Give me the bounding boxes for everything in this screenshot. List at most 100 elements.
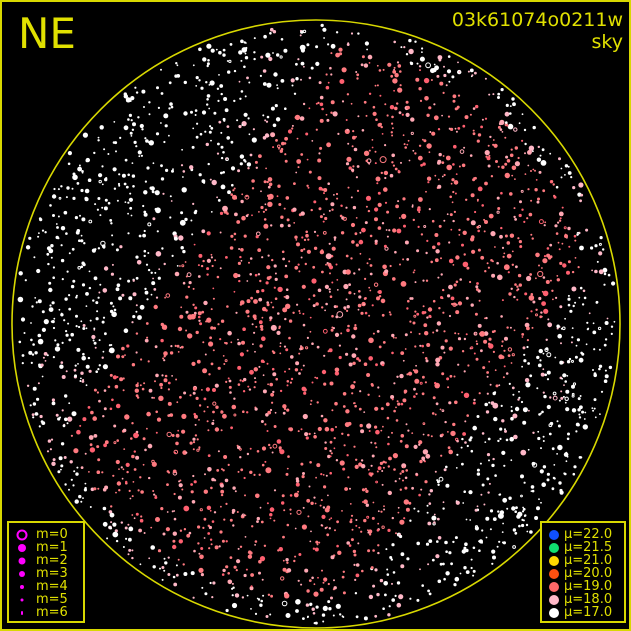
star [167,381,171,385]
star [416,249,420,253]
star [290,377,294,381]
star [157,549,162,553]
star [272,443,278,449]
star [386,114,389,117]
star [467,364,470,367]
star [195,76,199,80]
star [363,616,368,621]
star [457,94,461,97]
star [230,166,236,171]
star [31,305,34,308]
star [110,272,114,276]
star [210,256,213,259]
star [596,260,599,263]
star [488,459,490,462]
star [236,559,241,564]
star [487,437,491,441]
star [426,343,431,347]
star [241,193,244,196]
star [372,111,377,116]
star [328,518,331,521]
star [419,381,423,385]
star [208,130,212,134]
star [111,263,114,266]
star [88,369,92,373]
star [126,470,129,474]
star [492,517,497,521]
star [254,544,256,546]
star [464,115,469,120]
star [150,526,153,529]
star [316,401,319,404]
star [298,352,301,355]
star [534,188,538,192]
star [198,567,204,573]
star [210,211,213,213]
star [542,368,545,371]
star [94,346,97,349]
star [218,74,220,76]
star [477,229,481,233]
star [497,274,503,281]
star [546,247,550,250]
star [276,53,280,57]
star [571,408,577,413]
star [222,413,227,419]
star [231,404,237,410]
star [382,264,387,270]
star [212,581,216,585]
star [510,459,513,462]
star [164,124,168,128]
star [210,308,213,311]
star [116,376,119,378]
star [529,374,533,378]
star [190,483,194,486]
star [567,294,570,297]
star [456,105,460,109]
star [354,148,357,151]
star [150,545,155,550]
star [542,258,548,264]
star [366,48,368,51]
star [501,246,505,249]
star [481,432,485,435]
star [28,350,33,355]
star [381,525,385,529]
star [277,184,281,188]
star [255,325,258,328]
star [320,499,323,502]
star [542,440,545,442]
star [474,508,478,512]
star [269,517,272,520]
star [71,411,77,417]
star [364,487,367,490]
star [603,379,608,384]
star [411,205,414,208]
star [368,314,371,317]
star [396,102,399,105]
star [217,366,221,370]
star [485,516,490,521]
star [598,242,602,246]
star [201,110,207,115]
star [404,348,407,350]
star [427,563,430,566]
star [299,116,305,121]
star [38,425,41,428]
star [276,439,282,444]
star [399,84,402,87]
star [345,162,350,166]
magnitude-symbol-icon [21,610,23,615]
star [504,172,510,179]
star [456,439,459,443]
star [338,47,343,52]
star [183,80,187,85]
star [87,356,91,360]
star [193,480,197,484]
star [208,341,214,347]
star [313,246,318,250]
star [247,315,250,318]
star [239,97,242,101]
star [211,264,214,268]
